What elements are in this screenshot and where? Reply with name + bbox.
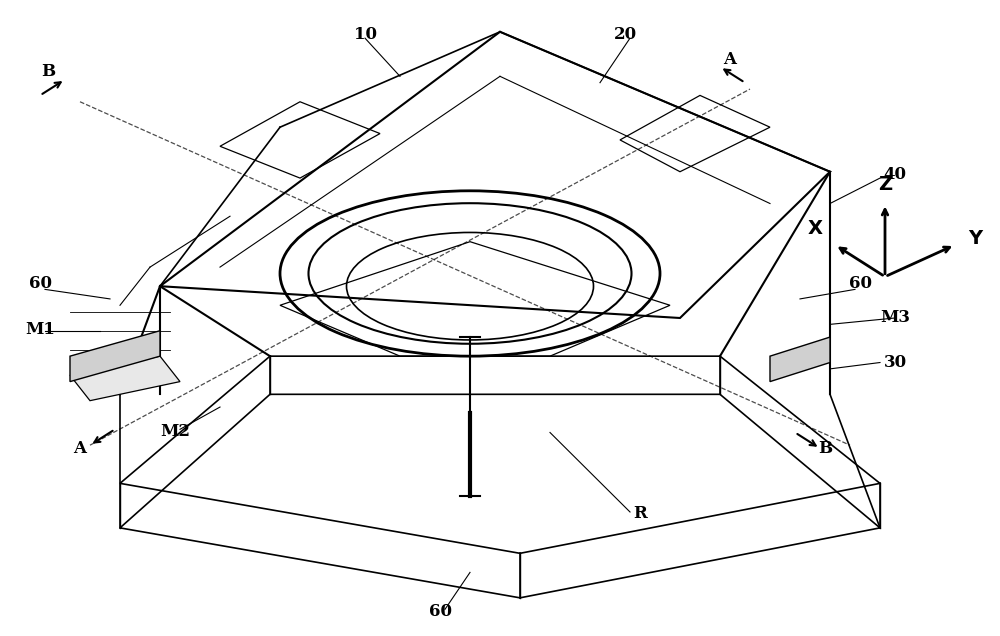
Polygon shape: [70, 331, 160, 382]
Text: X: X: [808, 219, 822, 238]
Polygon shape: [770, 337, 830, 382]
Text: 10: 10: [354, 27, 376, 43]
Text: 20: 20: [613, 27, 637, 43]
Text: 40: 40: [884, 167, 906, 183]
Text: M3: M3: [880, 310, 910, 326]
Text: 60: 60: [28, 275, 52, 291]
Text: 60: 60: [848, 275, 872, 291]
Text: Y: Y: [968, 229, 982, 248]
Text: M1: M1: [25, 321, 55, 338]
Text: Z: Z: [878, 175, 892, 194]
Text: 30: 30: [883, 354, 907, 371]
Text: 60: 60: [428, 604, 452, 620]
Text: B: B: [818, 440, 832, 457]
Text: A: A: [74, 440, 87, 457]
Text: A: A: [724, 52, 736, 68]
Text: R: R: [633, 506, 647, 522]
Text: B: B: [41, 63, 55, 80]
Polygon shape: [70, 356, 180, 401]
Text: M2: M2: [160, 423, 190, 439]
